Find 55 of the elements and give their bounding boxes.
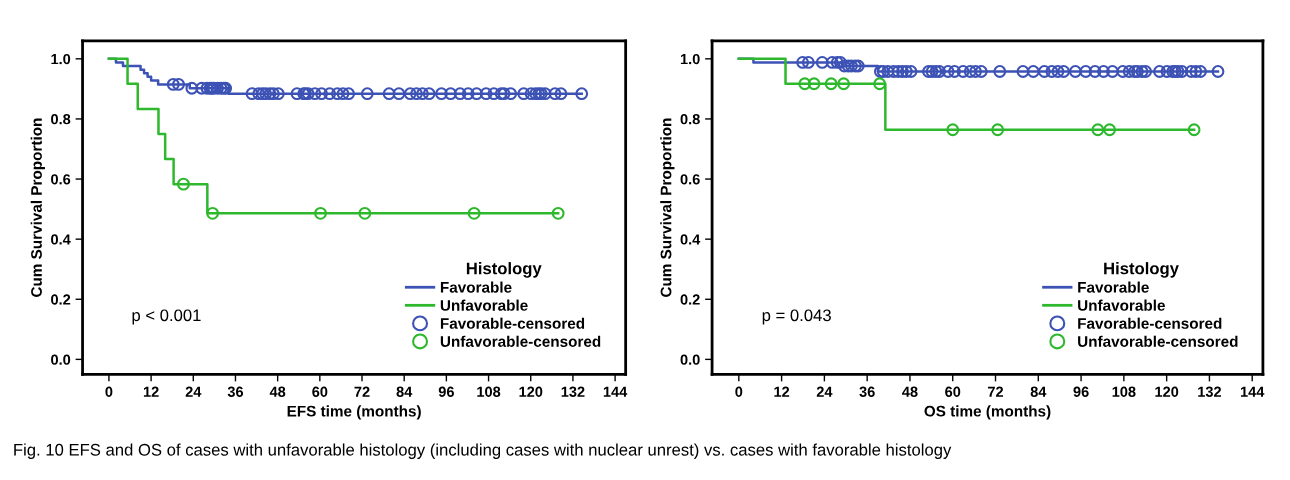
annotation: p < 0.001 [132, 309, 201, 325]
x-tick-label: 36 [227, 386, 244, 397]
x-tick-label: 132 [561, 386, 585, 397]
caption: Fig. 10 EFS and OS of cases with unfavorable histology (including cases with nuclear unrest) vs. cases with favorable histology [14, 443, 952, 459]
x-tick-label: 72 [988, 386, 1004, 397]
legend-label: Unfavorable [440, 299, 528, 311]
x-tick-label: 12 [774, 386, 790, 397]
y-tick-label: 0.8 [51, 114, 71, 125]
x-tick-label: 144 [1240, 386, 1265, 397]
y-tick-label: 0.0 [680, 354, 700, 365]
x-tick-label: 48 [269, 386, 286, 397]
x-axis-title: EFS time (months) [287, 405, 421, 420]
y-tick-label: 0.4 [680, 234, 701, 245]
x-tick-label: 84 [396, 386, 413, 397]
x-tick-label: 84 [1030, 386, 1047, 397]
y-tick-label: 0.6 [680, 174, 700, 185]
y-axis-title: Cum Survival Proportion [660, 118, 675, 297]
legend-label: Unfavorable-censored [1078, 335, 1238, 347]
x-tick-label: 60 [945, 386, 961, 397]
y-tick-label: 0.4 [51, 234, 71, 245]
x-tick-label: 48 [902, 386, 918, 397]
x-tick-label: 120 [1155, 386, 1179, 397]
x-tick-label: 108 [477, 386, 501, 397]
legend-title: Histology [1104, 262, 1179, 278]
x-tick-label: 24 [816, 386, 833, 397]
x-tick-label: 144 [603, 386, 628, 397]
legend-label: Favorable [440, 281, 512, 293]
x-axis-title: OS time (months) [924, 405, 1051, 420]
x-tick-label: 132 [1198, 386, 1222, 397]
x-tick-label: 96 [1073, 386, 1089, 397]
y-tick-label: 0.6 [51, 174, 71, 185]
y-tick-label: 0.8 [680, 114, 700, 125]
x-tick-label: 0 [105, 386, 113, 397]
legend-label: Unfavorable [1078, 299, 1165, 311]
x-tick-label: 24 [185, 386, 202, 397]
legend-label: Favorable-censored [440, 317, 585, 329]
x-tick-label: 108 [1112, 386, 1136, 397]
legend-label: Favorable-censored [1078, 317, 1222, 329]
x-tick-label: 12 [143, 386, 159, 397]
y-tick-label: 1.0 [51, 53, 71, 65]
legend-label: Unfavorable-censored [440, 335, 601, 347]
y-tick-label: 0.2 [51, 294, 71, 305]
annotation: p = 0.043 [762, 309, 831, 325]
x-tick-label: 96 [438, 386, 454, 397]
x-tick-label: 0 [735, 386, 743, 397]
legend-label: Favorable [1078, 281, 1149, 293]
legend-title: Histology [466, 262, 542, 278]
x-tick-label: 72 [354, 386, 370, 397]
y-axis-title: Cum Survival Proportion [30, 118, 45, 297]
y-tick-label: 0.0 [51, 354, 71, 365]
y-tick-label: 1.0 [680, 53, 700, 65]
x-tick-label: 60 [312, 386, 328, 397]
x-tick-label: 120 [519, 386, 543, 397]
y-tick-label: 0.2 [680, 294, 700, 305]
x-tick-label: 36 [859, 386, 875, 397]
